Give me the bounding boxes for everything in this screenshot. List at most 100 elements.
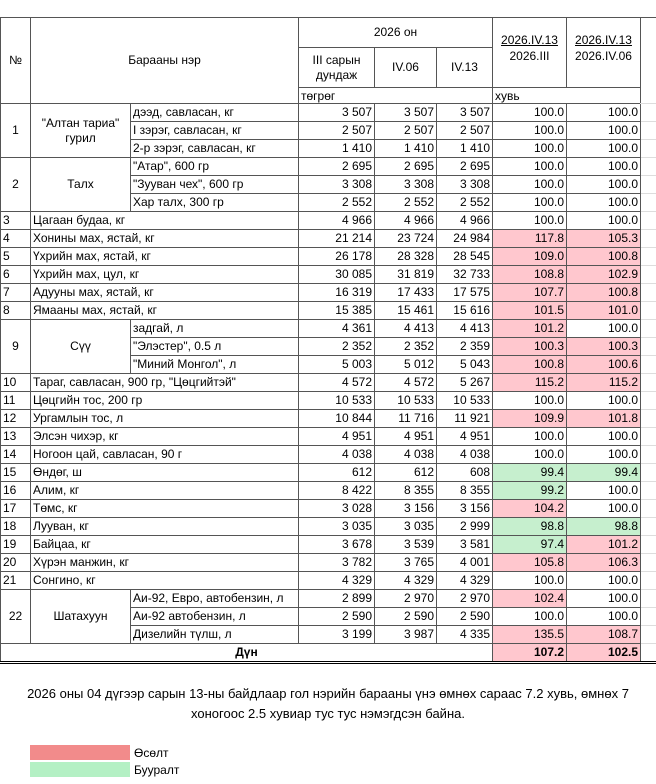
- pct-cell: 100.0: [492, 157, 567, 176]
- pct-cell: 101.5: [492, 301, 567, 320]
- pct-cell: 100.8: [492, 355, 567, 374]
- item-name: Өндөг, ш: [30, 463, 299, 482]
- price-cell: 2 552: [436, 193, 493, 212]
- pct-cell: 108.7: [566, 625, 641, 644]
- price-cell: 4 951: [374, 427, 437, 446]
- price-cell: 2 552: [374, 193, 437, 212]
- pct-cell: 100.0: [492, 391, 567, 410]
- row-no: 22: [0, 589, 31, 644]
- price-cell: 1 410: [298, 139, 375, 158]
- price-cell: 4 966: [298, 211, 375, 230]
- pct-cell: 100.0: [566, 481, 641, 500]
- price-cell: 3 507: [436, 103, 493, 122]
- item-name: Дизелийн түлш, л: [130, 625, 299, 644]
- edge: [639, 517, 656, 536]
- header-col-iv13: IV.13: [436, 47, 493, 88]
- item-name: Цөцгийн тос, 200 гр: [30, 391, 299, 410]
- price-cell: 608: [436, 463, 493, 482]
- price-cell: 2 507: [436, 121, 493, 140]
- item-name: Ногоон цай, савласан, 90 г: [30, 445, 299, 464]
- pct-cell: 100.6: [566, 355, 641, 374]
- edge: [639, 301, 656, 320]
- unit-pct: хувь: [492, 87, 641, 104]
- price-cell: 612: [374, 463, 437, 482]
- legend-swatch: [30, 762, 130, 777]
- pct-cell: 101.0: [566, 301, 641, 320]
- price-cell: 10 533: [436, 391, 493, 410]
- pct-cell: 101.2: [566, 535, 641, 554]
- item-name: Төмс, кг: [30, 499, 299, 518]
- pct-cell: 102.9: [566, 265, 641, 284]
- price-cell: 3 308: [436, 175, 493, 194]
- row-no: 21: [0, 571, 31, 590]
- price-cell: 4 572: [298, 373, 375, 392]
- item-row: 17 Төмс, кг 3 028 3 156 3 156 104.2 100.0: [0, 499, 656, 518]
- pct-cell: 100.0: [566, 193, 641, 212]
- edge: [639, 499, 656, 518]
- price-cell: 2 590: [436, 607, 493, 626]
- edge: [639, 103, 656, 122]
- pct1-top: 2026.IV.13: [501, 33, 558, 47]
- price-cell: 8 355: [436, 481, 493, 500]
- pct-cell: 102.4: [492, 589, 567, 608]
- item-name: "Миний Монгол", л: [130, 355, 299, 374]
- pct-cell: 108.8: [492, 265, 567, 284]
- pct-cell: 100.0: [492, 607, 567, 626]
- edge: [639, 337, 656, 356]
- price-cell: 2 352: [374, 337, 437, 356]
- pct-cell: 100.3: [492, 337, 567, 356]
- pct-cell: 100.0: [492, 445, 567, 464]
- pct-cell: 100.0: [566, 139, 641, 158]
- price-cell: 2 695: [298, 157, 375, 176]
- legend-swatch: [30, 745, 130, 760]
- row-no: 16: [0, 481, 31, 500]
- price-cell: 3 765: [374, 553, 437, 572]
- pct-cell: 100.0: [492, 193, 567, 212]
- row-no: 17: [0, 499, 31, 518]
- price-cell: 3 308: [298, 175, 375, 194]
- header-year: 2026 он: [298, 17, 493, 48]
- item-row: 21 Сонгино, кг 4 329 4 329 4 329 100.0 100.0: [0, 571, 656, 590]
- item-row: 12 Ургамлын тос, л 10 844 11 716 11 921 109.9…: [0, 409, 656, 428]
- price-cell: 2 352: [298, 337, 375, 356]
- row-no: 2: [0, 157, 31, 212]
- price-cell: 5 012: [374, 355, 437, 374]
- price-cell: 8 422: [298, 481, 375, 500]
- item-name: Адууны мах, ястай, кг: [30, 283, 299, 302]
- pct-cell: 101.8: [566, 409, 641, 428]
- item-row: 20 Хүрэн манжин, кг 3 782 3 765 4 001 105.8 10…: [0, 553, 656, 572]
- edge: [639, 625, 656, 644]
- edge: [639, 589, 656, 608]
- pct-cell: 109.0: [492, 247, 567, 266]
- pct-cell: 100.0: [566, 445, 641, 464]
- pct-cell: 100.0: [566, 103, 641, 122]
- pct-cell: 100.0: [566, 319, 641, 338]
- price-cell: 2 999: [436, 517, 493, 536]
- price-cell: 4 361: [298, 319, 375, 338]
- price-cell: 15 385: [298, 301, 375, 320]
- price-table: № Барааны нэр 2026 он 2026.IV.13 2026.III…: [0, 0, 656, 664]
- pct-cell: 100.0: [566, 607, 641, 626]
- item-row: 8 Ямааны мах, ястай, кг 15 385 15 461 15 616…: [0, 301, 656, 320]
- row-no: 5: [0, 247, 31, 266]
- price-cell: 28 545: [436, 247, 493, 266]
- legend-label: Бууралт: [134, 762, 180, 777]
- price-cell: 2 695: [436, 157, 493, 176]
- price-cell: 4 335: [436, 625, 493, 644]
- price-cell: 4 966: [436, 211, 493, 230]
- price-cell: 3 028: [298, 499, 375, 518]
- item-name: "Атар", 600 гр: [130, 157, 299, 176]
- price-cell: 4 038: [374, 445, 437, 464]
- price-cell: 4 329: [436, 571, 493, 590]
- price-cell: 3 199: [298, 625, 375, 644]
- pct-cell: 100.3: [566, 337, 641, 356]
- header-pct1: 2026.IV.13 2026.III: [492, 17, 567, 88]
- price-cell: 2 695: [374, 157, 437, 176]
- total-row: Дүн 107.2 102.5: [0, 643, 656, 664]
- pct2-top: 2026.IV.13: [575, 33, 632, 47]
- item-name: дээд, савласан, кг: [130, 103, 299, 122]
- pct-cell: 99.4: [492, 463, 567, 482]
